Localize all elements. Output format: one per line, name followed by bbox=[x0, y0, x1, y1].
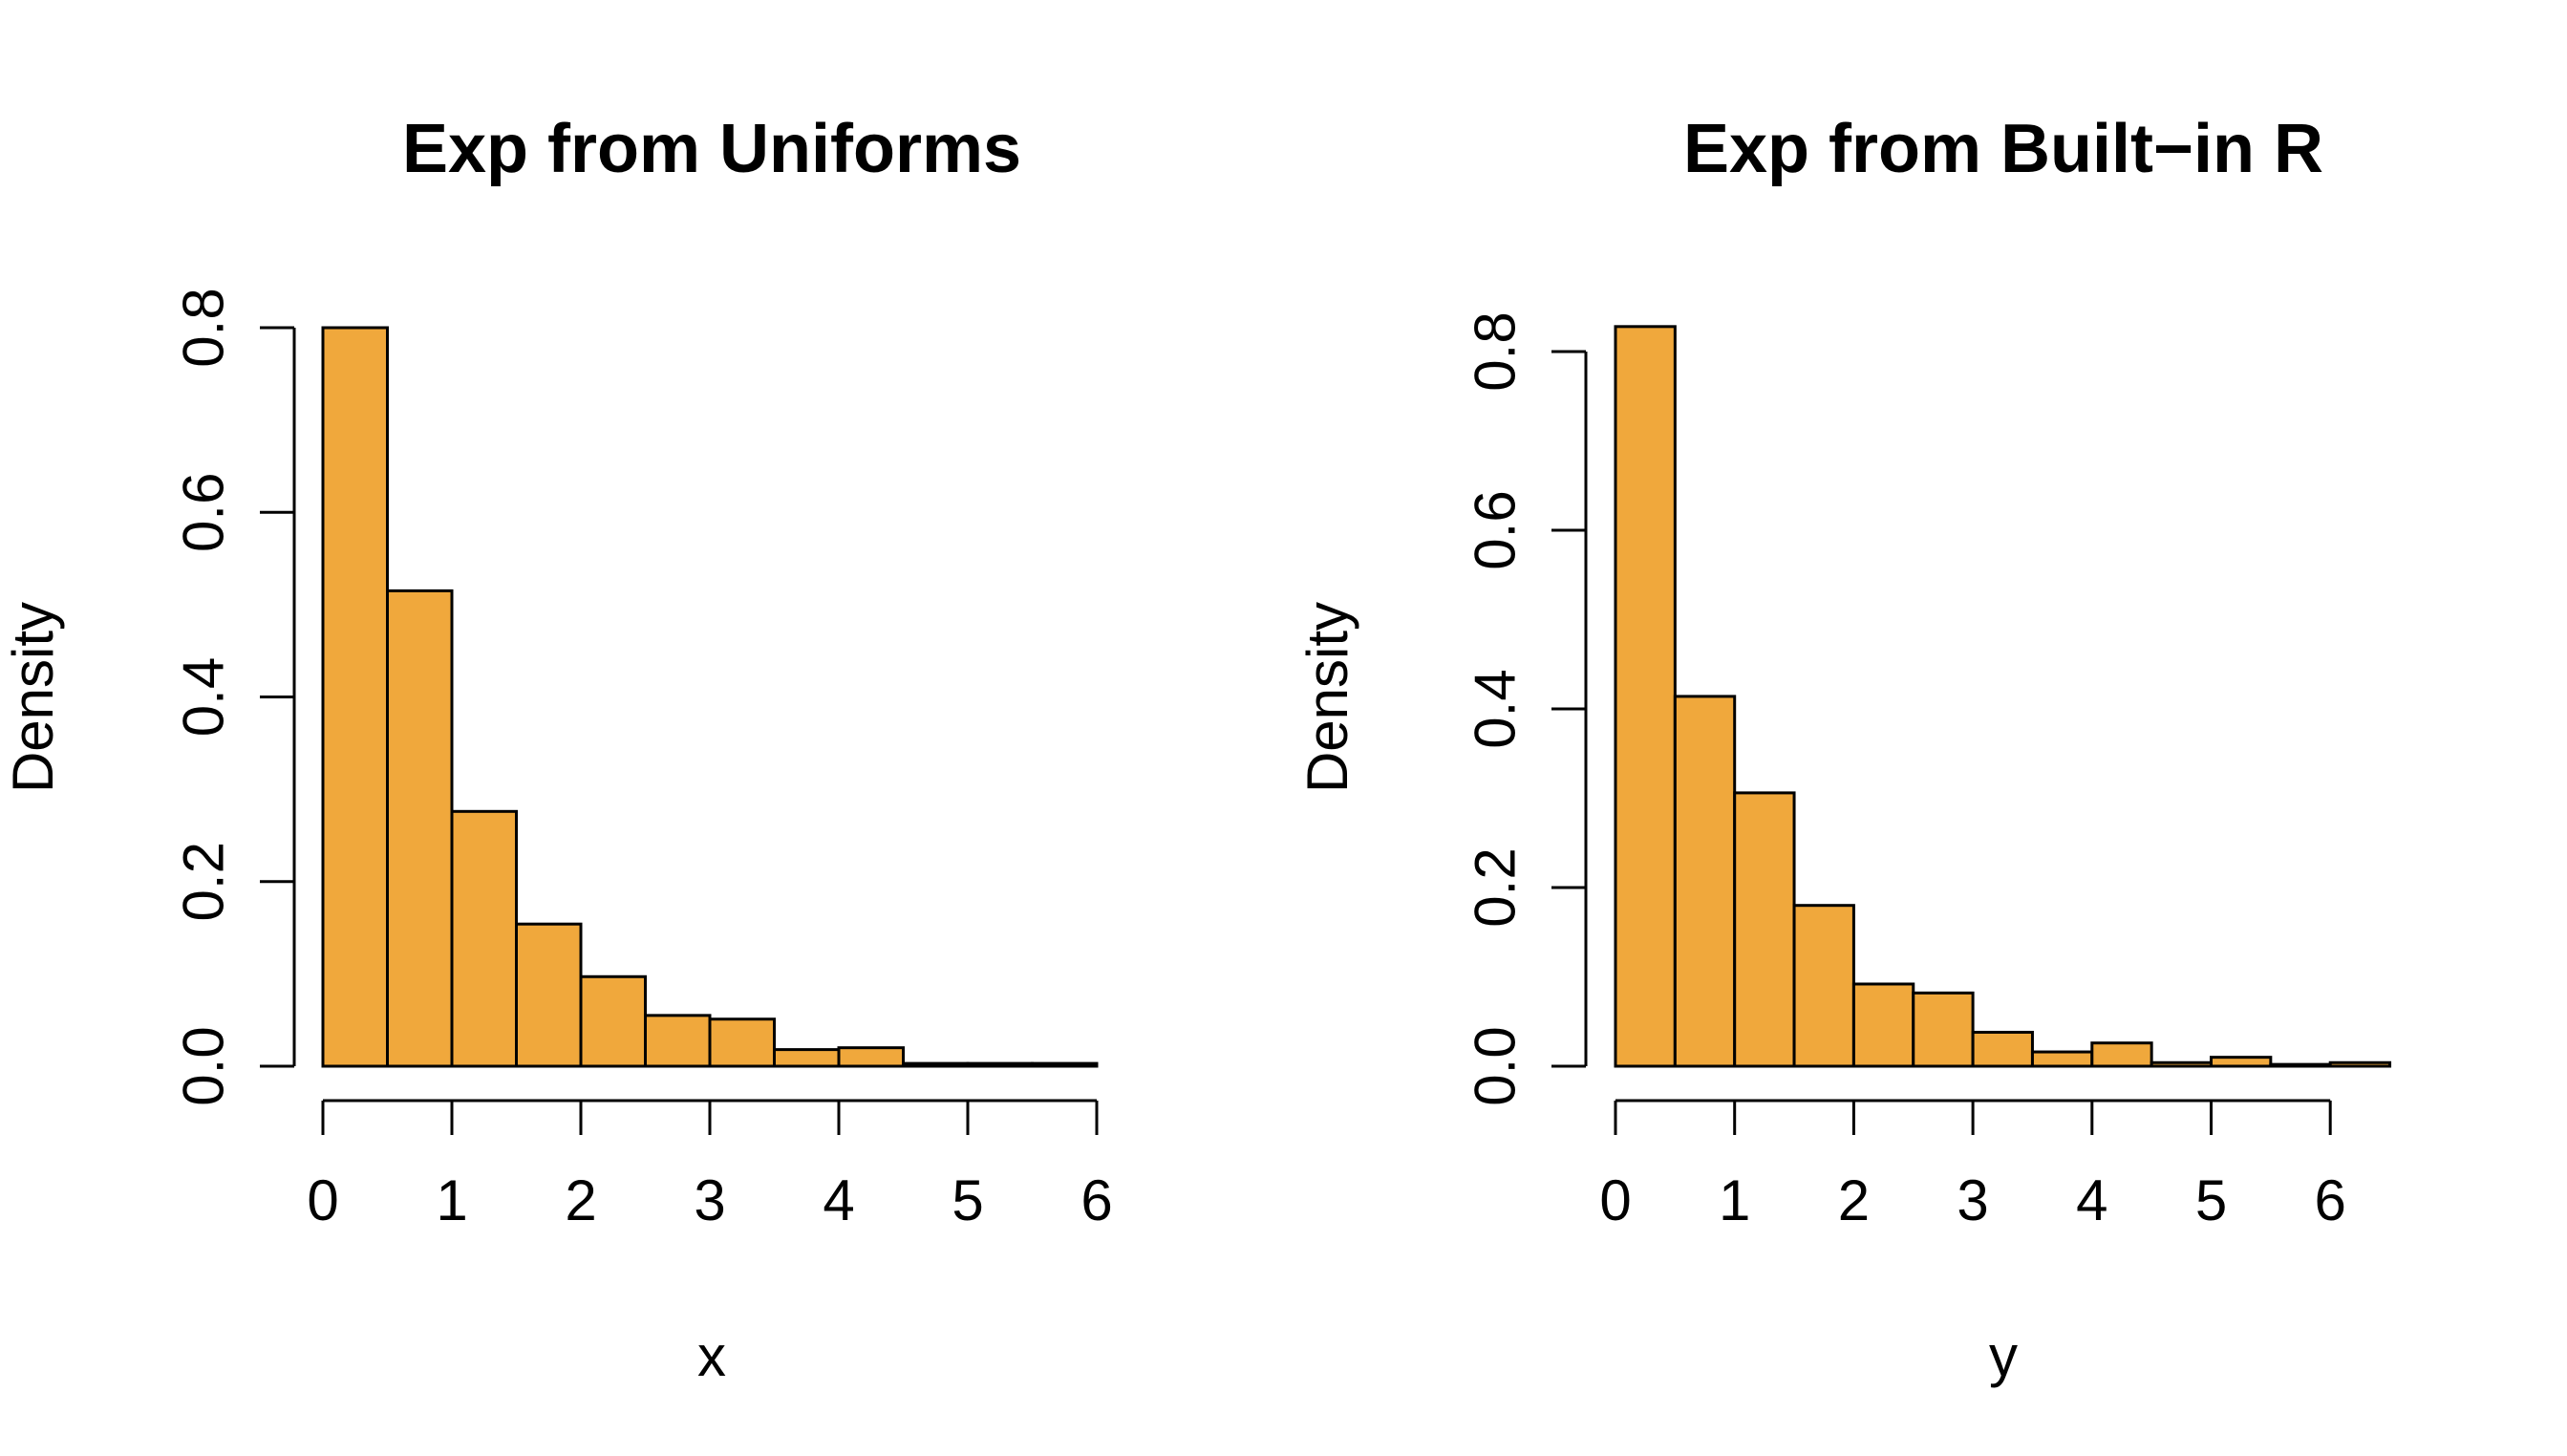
histogram-bar bbox=[386, 589, 454, 1068]
bars bbox=[321, 326, 1099, 1068]
histogram-bar bbox=[2150, 1060, 2213, 1068]
histogram-bar bbox=[1912, 991, 1975, 1068]
x-tick-label: 3 bbox=[1957, 1168, 1988, 1232]
histogram-bar bbox=[1971, 1030, 2034, 1068]
histogram-bar bbox=[515, 922, 583, 1068]
x-tick-label: 6 bbox=[2315, 1168, 2346, 1232]
histogram-panel-builtin: Exp from Built−in R y Density 0 1 2 3 4 5 6 0.… bbox=[1295, 111, 2392, 1388]
x-axis-label: x bbox=[697, 1324, 726, 1388]
histogram-bar bbox=[708, 1017, 776, 1068]
histogram-bar bbox=[2030, 1050, 2094, 1068]
y-axis-label: Density bbox=[1, 602, 65, 793]
histogram-bar bbox=[1792, 904, 1855, 1068]
y-tick-label: 0.4 bbox=[172, 657, 236, 737]
y-axis: 0.0 0.2 0.4 0.6 0.8 bbox=[1464, 311, 1588, 1106]
x-tick-label: 2 bbox=[565, 1168, 596, 1232]
x-axis: 0 1 2 3 4 5 6 bbox=[307, 1099, 1113, 1232]
x-tick-label: 4 bbox=[2076, 1168, 2107, 1232]
histogram-bar bbox=[902, 1061, 970, 1068]
histogram-bar bbox=[321, 326, 389, 1068]
x-tick-label: 0 bbox=[1599, 1168, 1631, 1232]
y-tick-label: 0.4 bbox=[1464, 669, 1528, 748]
x-axis: 0 1 2 3 4 5 6 bbox=[1599, 1099, 2346, 1232]
x-tick-label: 6 bbox=[1080, 1168, 1112, 1232]
histogram-bar bbox=[2210, 1056, 2273, 1068]
histogram-bar bbox=[773, 1048, 841, 1068]
x-tick-label: 1 bbox=[1719, 1168, 1750, 1232]
histogram-bar bbox=[1673, 695, 1737, 1068]
histogram-bar bbox=[1031, 1061, 1099, 1068]
y-tick-label: 0.6 bbox=[1464, 490, 1528, 569]
histogram-bar bbox=[2090, 1041, 2153, 1068]
y-tick-label: 0.6 bbox=[172, 473, 236, 552]
y-tick-label: 0.0 bbox=[1464, 1026, 1528, 1105]
x-tick-label: 5 bbox=[952, 1168, 983, 1232]
histogram-bar bbox=[2328, 1060, 2392, 1068]
x-tick-label: 4 bbox=[823, 1168, 854, 1232]
chart-title: Exp from Built−in R bbox=[1683, 111, 2323, 187]
histogram-bar bbox=[644, 1014, 712, 1068]
histogram-bar bbox=[450, 809, 518, 1068]
chart-title: Exp from Uniforms bbox=[402, 111, 1021, 187]
y-tick-label: 0.0 bbox=[172, 1026, 236, 1105]
histogram-bar bbox=[837, 1046, 905, 1068]
histogram-bar bbox=[2269, 1062, 2332, 1068]
x-tick-label: 0 bbox=[307, 1168, 338, 1232]
x-tick-label: 2 bbox=[1838, 1168, 1870, 1232]
x-tick-label: 1 bbox=[436, 1168, 467, 1232]
histogram-bar bbox=[1851, 982, 1915, 1068]
x-tick-label: 5 bbox=[2195, 1168, 2227, 1232]
y-tick-label: 0.8 bbox=[172, 288, 236, 367]
x-tick-label: 3 bbox=[694, 1168, 725, 1232]
histogram-bar bbox=[966, 1061, 1034, 1068]
histogram-bar bbox=[1614, 325, 1677, 1068]
histogram-bar bbox=[579, 974, 647, 1068]
y-tick-label: 0.2 bbox=[172, 842, 236, 921]
bars bbox=[1614, 325, 2392, 1068]
y-axis: 0.0 0.2 0.4 0.6 0.8 bbox=[172, 288, 296, 1106]
histogram-bar bbox=[1733, 791, 1796, 1068]
y-axis-label: Density bbox=[1295, 602, 1359, 793]
x-axis-label: y bbox=[1989, 1324, 2018, 1388]
y-tick-label: 0.2 bbox=[1464, 847, 1528, 927]
y-tick-label: 0.8 bbox=[1464, 311, 1528, 391]
